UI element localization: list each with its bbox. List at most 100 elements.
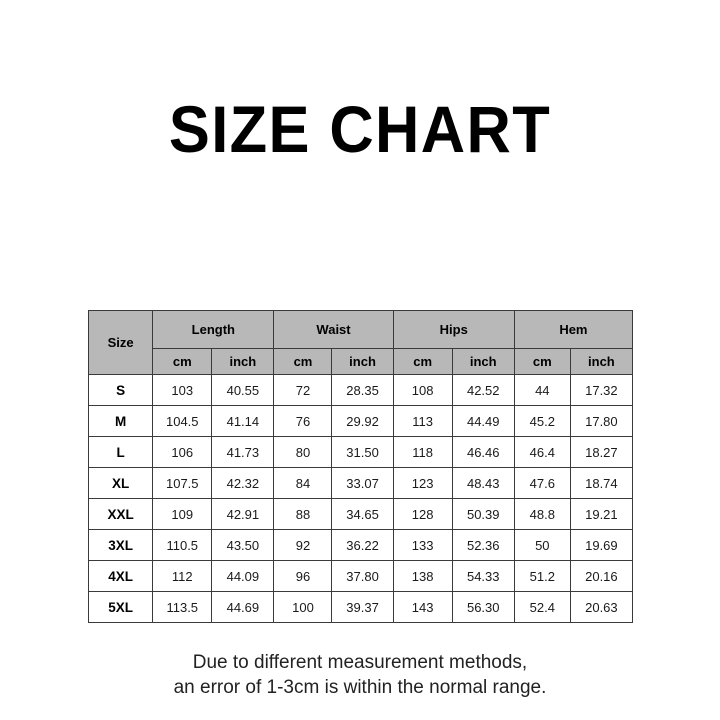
cell-measurement: 50.39 xyxy=(451,498,515,530)
table-row: L 106 41.73 80 31.50 118 46.46 46.4 18.27 xyxy=(87,436,634,468)
cell-measurement: 104.5 xyxy=(152,405,213,437)
cell-measurement: 110.5 xyxy=(152,529,213,561)
cell-measurement: 138 xyxy=(392,560,453,592)
cell-measurement: 92 xyxy=(273,529,333,561)
cell-size: XXL xyxy=(87,498,154,530)
cell-measurement: 45.2 xyxy=(513,405,571,437)
cell-measurement: 133 xyxy=(392,529,453,561)
cell-size: L xyxy=(87,436,154,468)
cell-measurement: 100 xyxy=(273,591,333,623)
unit-header-hem-cm: cm xyxy=(513,348,571,375)
cell-measurement: 54.33 xyxy=(451,560,515,592)
cell-measurement: 41.14 xyxy=(211,405,275,437)
cell-measurement: 33.07 xyxy=(331,467,394,499)
cell-measurement: 103 xyxy=(152,374,213,406)
cell-measurement: 143 xyxy=(392,591,453,623)
unit-header-hips-cm: cm xyxy=(392,348,453,375)
cell-measurement: 44.69 xyxy=(211,591,275,623)
table-row: XL 107.5 42.32 84 33.07 123 48.43 47.6 18.74 xyxy=(87,467,634,499)
table-row: 4XL 112 44.09 96 37.80 138 54.33 51.2 20.16 xyxy=(87,560,634,592)
cell-size: XL xyxy=(87,467,154,499)
cell-measurement: 42.91 xyxy=(211,498,275,530)
cell-measurement: 17.80 xyxy=(569,405,634,437)
cell-measurement: 106 xyxy=(152,436,213,468)
table-row: XXL 109 42.91 88 34.65 128 50.39 48.8 19.21 xyxy=(87,498,634,530)
column-header-waist: Waist xyxy=(273,310,394,349)
table-header: Size Length Waist Hips Hem cm inch cm in… xyxy=(87,310,634,375)
column-header-size: Size xyxy=(87,310,154,375)
cell-measurement: 123 xyxy=(392,467,453,499)
table-row: 5XL 113.5 44.69 100 39.37 143 56.30 52.4 20.63 xyxy=(87,591,634,623)
cell-measurement: 43.50 xyxy=(211,529,275,561)
footer-note-line-2: an error of 1-3cm is within the normal r… xyxy=(173,677,547,698)
table-header-unit-row: cm inch cm inch cm inch cm inch xyxy=(89,348,634,375)
cell-measurement: 109 xyxy=(152,498,213,530)
column-header-length: Length xyxy=(152,310,275,349)
cell-measurement: 88 xyxy=(273,498,333,530)
cell-size: 4XL xyxy=(87,560,154,592)
footer-note-line-1: Due to different measurement methods, xyxy=(192,652,528,673)
cell-measurement: 48.43 xyxy=(451,467,515,499)
cell-measurement: 40.55 xyxy=(211,374,275,406)
cell-size: 3XL xyxy=(87,529,154,561)
table-header-group-row: Size Length Waist Hips Hem xyxy=(87,310,634,375)
cell-measurement: 42.52 xyxy=(451,374,515,406)
cell-measurement: 20.63 xyxy=(569,591,634,623)
table-row: 3XL 110.5 43.50 92 36.22 133 52.36 50 19.69 xyxy=(87,529,634,561)
cell-measurement: 96 xyxy=(273,560,333,592)
cell-size: 5XL xyxy=(87,591,154,623)
cell-measurement: 113.5 xyxy=(152,591,213,623)
cell-measurement: 107.5 xyxy=(152,467,213,499)
cell-measurement: 46.4 xyxy=(513,436,571,468)
cell-measurement: 108 xyxy=(392,374,453,406)
cell-measurement: 112 xyxy=(152,560,213,592)
unit-header-waist-cm: cm xyxy=(273,348,333,375)
cell-measurement: 39.37 xyxy=(331,591,394,623)
cell-measurement: 56.30 xyxy=(451,591,515,623)
unit-header-waist-inch: inch xyxy=(331,348,394,375)
cell-measurement: 19.69 xyxy=(569,529,634,561)
cell-measurement: 80 xyxy=(273,436,333,468)
column-header-hem: Hem xyxy=(513,310,634,349)
cell-measurement: 48.8 xyxy=(513,498,571,530)
cell-measurement: 20.16 xyxy=(569,560,634,592)
size-chart-table-container: Size Length Waist Hips Hem cm inch cm in… xyxy=(87,310,634,623)
footer-note: Due to different measurement methods, an… xyxy=(0,650,720,700)
table-body: S 103 40.55 72 28.35 108 42.52 44 17.32 M 104.5 41.… xyxy=(87,374,634,623)
page-title: SIZE CHART xyxy=(168,92,552,166)
column-header-hips: Hips xyxy=(392,310,515,349)
cell-measurement: 42.32 xyxy=(211,467,275,499)
cell-measurement: 113 xyxy=(392,405,453,437)
cell-measurement: 76 xyxy=(273,405,333,437)
cell-measurement: 31.50 xyxy=(331,436,394,468)
cell-measurement: 17.32 xyxy=(569,374,634,406)
cell-measurement: 118 xyxy=(392,436,453,468)
unit-header-hips-inch: inch xyxy=(451,348,515,375)
cell-measurement: 44.49 xyxy=(451,405,515,437)
cell-measurement: 46.46 xyxy=(451,436,515,468)
table-row: M 104.5 41.14 76 29.92 113 44.49 45.2 17.80 xyxy=(87,405,634,437)
cell-size: S xyxy=(87,374,154,406)
cell-measurement: 52.36 xyxy=(451,529,515,561)
cell-measurement: 52.4 xyxy=(513,591,571,623)
cell-measurement: 19.21 xyxy=(569,498,634,530)
cell-measurement: 51.2 xyxy=(513,560,571,592)
cell-measurement: 28.35 xyxy=(331,374,394,406)
cell-measurement: 72 xyxy=(273,374,333,406)
cell-measurement: 44 xyxy=(513,374,571,406)
table-row: S 103 40.55 72 28.35 108 42.52 44 17.32 xyxy=(87,374,634,406)
unit-header-length-inch: inch xyxy=(211,348,275,375)
cell-measurement: 34.65 xyxy=(331,498,394,530)
cell-measurement: 84 xyxy=(273,467,333,499)
cell-measurement: 50 xyxy=(513,529,571,561)
cell-size: M xyxy=(87,405,154,437)
cell-measurement: 44.09 xyxy=(211,560,275,592)
cell-measurement: 128 xyxy=(392,498,453,530)
cell-measurement: 37.80 xyxy=(331,560,394,592)
cell-measurement: 29.92 xyxy=(331,405,394,437)
unit-header-hem-inch: inch xyxy=(569,348,634,375)
cell-measurement: 18.27 xyxy=(569,436,634,468)
size-chart-table: Size Length Waist Hips Hem cm inch cm in… xyxy=(87,310,634,623)
cell-measurement: 36.22 xyxy=(331,529,394,561)
cell-measurement: 47.6 xyxy=(513,467,571,499)
